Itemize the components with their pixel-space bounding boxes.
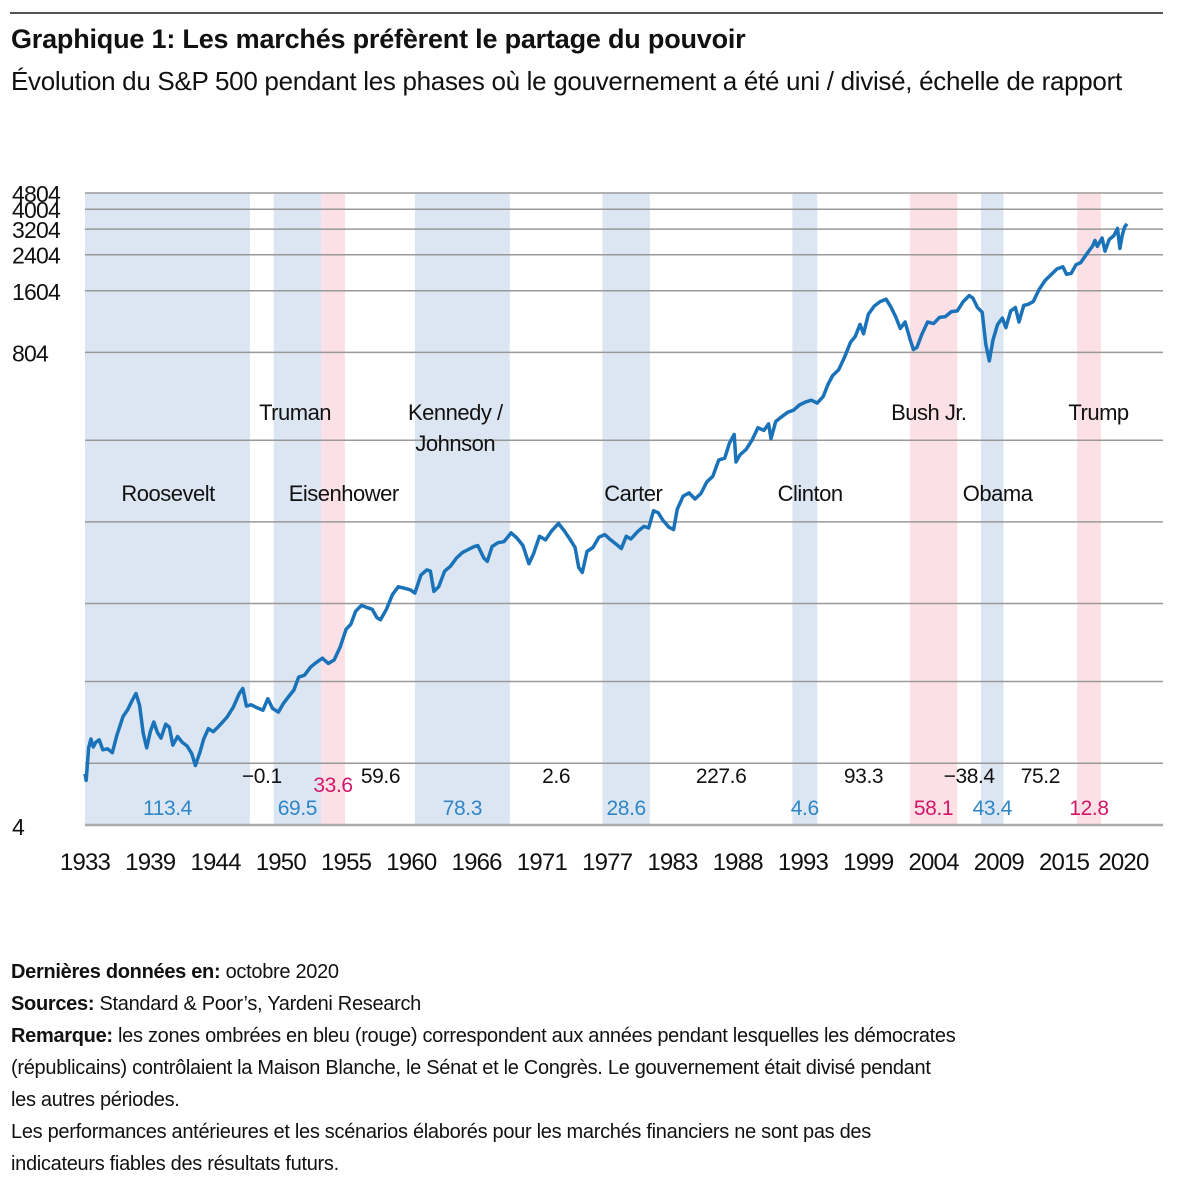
note-label: Remarque: (11, 1025, 113, 1047)
democrat-value: 69.5 (278, 797, 317, 820)
president-label: Johnson (415, 431, 495, 456)
note-text-1: les zones ombrées en bleu (rouge) corres… (112, 1025, 956, 1047)
note-line: Remarque: les zones ombrées en bleu (rou… (11, 1020, 1191, 1052)
chart-subtitle: Évolution du S&P 500 pendant les phases … (11, 66, 1122, 96)
president-label: Trump (1068, 400, 1129, 425)
note-text-2: (républicains) contrôlaient la Maison Bl… (11, 1057, 931, 1079)
democrat-value: 113.4 (143, 797, 193, 820)
democrat-value: 43.4 (973, 797, 1013, 820)
republican-band (321, 193, 345, 825)
y-tick-label: 4 (12, 814, 25, 840)
note-text-3: les autres périodes. (11, 1089, 180, 1111)
democrat-band (981, 193, 1004, 825)
sources-label: Sources: (11, 993, 95, 1015)
democrat-band (85, 193, 250, 825)
x-tick-label: 2009 (974, 849, 1025, 876)
last-data-value: octobre 2020 (220, 961, 339, 983)
divided-value: −38.4 (944, 765, 996, 788)
democrat-band (602, 193, 650, 825)
president-label: Carter (604, 481, 662, 506)
y-tick-label: 1604 (12, 279, 61, 305)
x-tick-label: 2004 (908, 849, 959, 876)
democrat-value: 4.6 (791, 797, 819, 820)
democrat-value: 28.6 (607, 797, 646, 820)
divided-value: 93.3 (844, 765, 883, 788)
divided-value: 2.6 (542, 765, 570, 788)
republican-value: 33.6 (313, 774, 352, 797)
performance-values: 113.4 69.533.6 78.3 28.6 4.6 58.1 43.4 12.8 −0.1… (143, 765, 1109, 820)
x-tick-label: 1950 (256, 849, 307, 876)
last-data-label: Dernières données en: (11, 961, 221, 983)
y-tick-label: 4004 (12, 197, 61, 223)
republican-band (909, 193, 958, 825)
republican-band (1077, 193, 1101, 825)
democrat-band (273, 193, 322, 825)
president-label: Obama (963, 481, 1034, 506)
president-label: Clinton (778, 481, 843, 506)
y-tick-label: 2404 (12, 243, 61, 269)
footer: Dernières données en: octobre 2020 Sourc… (11, 956, 1191, 1180)
divided-value: −0.1 (242, 765, 282, 788)
bands-layer (85, 193, 1101, 825)
divided-value: 59.6 (361, 765, 400, 788)
divided-value: 227.6 (696, 765, 747, 788)
x-tick-label: 1971 (517, 849, 568, 876)
sources-line: Sources: Standard & Poor’s, Yardeni Rese… (11, 988, 1191, 1020)
president-label: Eisenhower (289, 481, 399, 506)
x-tick-label: 1993 (778, 849, 829, 876)
sp500-line (83, 222, 1129, 783)
x-tick-label: 1944 (190, 849, 241, 876)
divided-value: 75.2 (1021, 765, 1060, 788)
democrat-band (792, 193, 818, 825)
disclaimer-1: Les performances antérieures et les scén… (11, 1121, 871, 1143)
x-tick-label: 1933 (60, 849, 111, 876)
x-tick-label: 1983 (647, 849, 698, 876)
disclaimer-2: indicateurs fiables des résultats futurs… (11, 1153, 339, 1175)
y-tick-label: 3204 (12, 217, 61, 243)
x-tick-label: 1999 (843, 849, 894, 876)
president-labels: Roosevelt Truman Eisenhower Kennedy / Johnso… (121, 400, 1129, 506)
x-tick-label: 1988 (713, 849, 764, 876)
republican-value: 12.8 (1069, 797, 1108, 820)
x-axis-ticks: 1933 1939 1944 1950 1955 1960 1966 1971 1977 1983… (60, 849, 1150, 876)
president-label: Truman (259, 400, 331, 425)
grid-layer (85, 192, 1163, 827)
top-rule (10, 12, 1163, 14)
x-tick-label: 1955 (321, 849, 372, 876)
democrat-band (414, 193, 510, 825)
president-label: Roosevelt (121, 481, 215, 506)
chart-title: Graphique 1: Les marchés préfèrent le pa… (11, 24, 746, 54)
sources-value: Standard & Poor’s, Yardeni Research (94, 993, 421, 1015)
x-tick-label: 1977 (582, 849, 633, 876)
x-tick-label: 2015 (1039, 849, 1090, 876)
x-tick-label: 1960 (386, 849, 437, 876)
republican-value: 58.1 (914, 797, 953, 820)
line-layer (83, 222, 1129, 783)
president-label: Kennedy / (408, 400, 504, 425)
president-label: Bush Jr. (891, 400, 966, 425)
last-data-line: Dernières données en: octobre 2020 (11, 956, 1191, 988)
democrat-value: 78.3 (443, 797, 482, 820)
y-tick-label: 4804 (12, 181, 61, 207)
x-tick-label: 1966 (452, 849, 503, 876)
x-tick-label: 2020 (1098, 849, 1149, 876)
x-tick-label: 1939 (125, 849, 176, 876)
y-tick-label: 804 (12, 340, 49, 366)
